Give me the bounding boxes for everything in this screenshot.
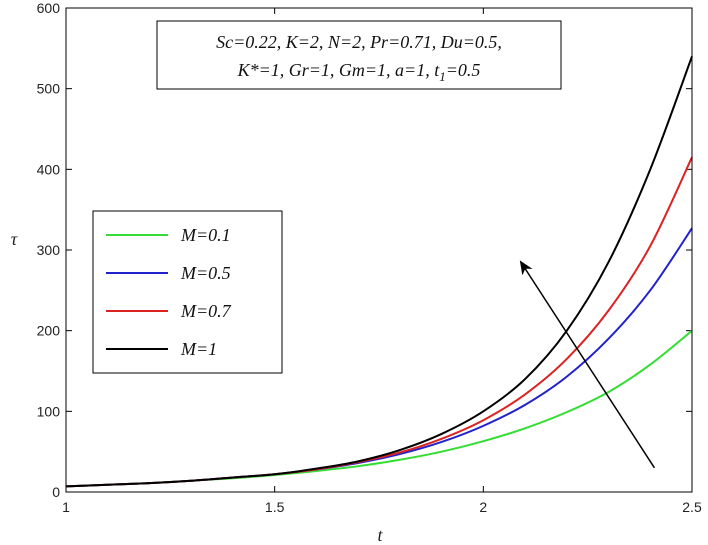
y-tick-label: 500	[37, 81, 61, 97]
legend: M=0.1 M=0.5 M=0.7 M=1	[92, 210, 283, 374]
legend-label: M=0.1	[180, 225, 231, 245]
parameter-line-2: K*=1, Gr=1, Gm=1, a=1, t1=0.5	[237, 60, 481, 84]
series-lines	[65, 56, 693, 488]
x-tick-label: 1	[62, 499, 70, 515]
y-axis-ticks: 0 100 200 300 400 500 600	[37, 0, 692, 500]
y-tick-label: 400	[37, 161, 61, 177]
x-tick-label: 1.5	[265, 499, 285, 515]
parameter-box: Sc=0.22, K=2, N=2, Pr=0.71, Du=0.5, K*=1…	[156, 20, 562, 90]
legend-label: M=0.5	[180, 263, 231, 283]
y-tick-label: 100	[37, 403, 61, 419]
series-line-M=1	[65, 56, 693, 488]
x-axis-label: t	[377, 525, 383, 545]
trend-arrow	[519, 260, 656, 469]
y-tick-label: 600	[37, 0, 61, 16]
y-tick-label: 0	[52, 484, 60, 500]
x-tick-label: 2	[479, 499, 487, 515]
parameter-line-1: Sc=0.22, K=2, N=2, Pr=0.71, Du=0.5,	[216, 32, 502, 52]
legend-label: M=1	[180, 339, 217, 359]
y-tick-label: 200	[37, 323, 61, 339]
y-axis-label: τ	[11, 229, 18, 249]
legend-label: M=0.7	[180, 301, 232, 321]
y-tick-label: 300	[37, 242, 61, 258]
plot-frame	[65, 7, 693, 493]
x-tick-label: 2.5	[682, 499, 702, 515]
